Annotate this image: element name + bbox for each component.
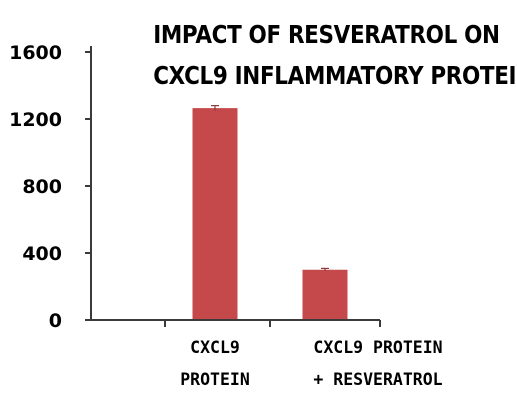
chart-title: IMPACT OF RESVERATROL ON CXCL9 INFLAMMAT… — [153, 14, 517, 96]
bar-1 — [192, 108, 238, 320]
y-tick-label-4: 1600 — [9, 42, 62, 64]
y-tick-label-2: 800 — [22, 176, 62, 198]
y-tick-label-3: 1200 — [9, 109, 62, 131]
y-tick-label-0: 0 — [49, 310, 62, 332]
x-category-label-2-line-1: CXCL9 PROTEIN — [313, 338, 442, 357]
x-category-label-1-line-1: CXCL9 — [190, 338, 240, 357]
bar-2 — [302, 269, 348, 320]
chart-title-line-2: CXCL9 INFLAMMATORY PROTEIN — [153, 61, 517, 90]
y-tick-label-1: 400 — [22, 243, 62, 265]
chart-title-line-1: IMPACT OF RESVERATROL ON — [153, 20, 500, 49]
x-category-label-1-line-2: PROTEIN — [180, 370, 250, 389]
x-category-label-2-line-2: + RESVERATROL — [313, 370, 442, 389]
